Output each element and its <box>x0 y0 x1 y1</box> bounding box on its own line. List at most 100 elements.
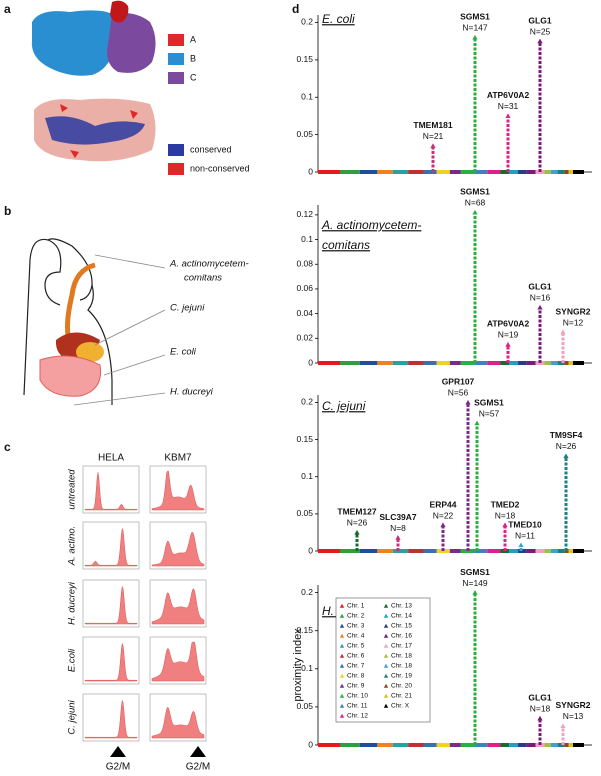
point <box>537 304 543 310</box>
legend-label: conserved <box>190 144 232 154</box>
chromosome-segment <box>518 170 527 174</box>
chromosome-segment <box>449 361 461 365</box>
y-tick-label: 0.05 <box>296 508 313 518</box>
gene-label: GLG1 <box>528 15 551 25</box>
legend-label: Chr. 18 <box>391 663 412 670</box>
chromosome-segment <box>568 743 574 747</box>
point <box>560 329 566 335</box>
chromosome-segment <box>568 549 574 553</box>
count-label: N=26 <box>347 518 368 528</box>
legend-label: Chr. 21 <box>391 693 412 700</box>
chromosome-segment <box>557 170 565 174</box>
count-label: N=57 <box>479 408 500 418</box>
histogram-frame <box>82 579 140 628</box>
chromosome-segment <box>557 361 565 365</box>
y-tick-label: 0.12 <box>296 209 313 219</box>
gene-label: TMEM127 <box>337 507 376 517</box>
legend-marker <box>383 653 389 658</box>
chromosome-segment <box>423 361 437 365</box>
legend-marker <box>339 673 345 678</box>
legend-marker <box>383 623 389 628</box>
chromosome-segment <box>551 549 558 553</box>
histogram <box>84 643 138 682</box>
point <box>472 209 478 215</box>
panel-letter: b <box>4 204 11 218</box>
y-tick-label: 0.2 <box>301 397 313 407</box>
y-tick-label: 0.08 <box>296 259 313 269</box>
chart-title: C. jejuni <box>322 399 366 413</box>
chromosome-segment <box>573 361 584 365</box>
chromosome-segment <box>551 361 558 365</box>
legend-marker <box>339 623 345 628</box>
legend-label: Chr. 20 <box>391 683 412 690</box>
chromosome-segment <box>377 549 393 553</box>
gene-label: SYNGR2 <box>556 306 591 316</box>
histogram <box>84 700 138 739</box>
row-label: untreated <box>67 469 78 510</box>
point <box>472 590 478 595</box>
count-label: N=18 <box>495 510 516 520</box>
legend-label: Chr. 6 <box>347 653 365 660</box>
legend-label: Chr. 19 <box>391 673 412 680</box>
y-tick-label: 0.1 <box>301 91 313 101</box>
point <box>430 143 436 148</box>
chromosome-segment <box>535 549 545 553</box>
legend-label: Chr. 7 <box>347 663 365 670</box>
chart-title: E. coli <box>322 12 355 26</box>
chromosome-segment <box>377 170 393 174</box>
chromosome-segment <box>544 361 552 365</box>
histogram <box>151 706 205 739</box>
chromosome-segment <box>526 549 536 553</box>
y-tick-label: 0.02 <box>296 333 313 343</box>
y-tick-label: 0 <box>308 739 313 749</box>
chromosome-segment <box>460 361 475 365</box>
chromosome-segment <box>500 743 510 747</box>
gene-label: ATP6V0A2 <box>487 319 530 329</box>
gene-label: TMED10 <box>508 519 542 529</box>
legend-label: Chr. 10 <box>347 693 368 700</box>
histogram <box>151 532 205 567</box>
count-label: N=56 <box>448 388 469 398</box>
point <box>505 341 511 347</box>
chromosome-segment <box>474 170 488 174</box>
count-label: N=26 <box>556 441 577 451</box>
marker-label: G2/M <box>106 762 130 773</box>
point <box>354 529 360 535</box>
legend-marker <box>383 633 389 638</box>
chromosome-segment <box>568 170 574 174</box>
column-header: KBM7 <box>164 453 192 464</box>
chromosome-segment <box>392 743 409 747</box>
legend-marker <box>383 643 389 648</box>
chromosome-segment <box>460 170 475 174</box>
gene-label: TM9SF4 <box>550 430 583 440</box>
y-tick-label: 0.05 <box>296 129 313 139</box>
chromosome-segment <box>436 170 450 174</box>
legend-marker <box>339 713 345 718</box>
gene-label: TMEM181 <box>413 120 452 130</box>
row-label: E.coli <box>67 648 78 672</box>
y-tick-label: 0.06 <box>296 283 313 293</box>
legend-label: Chr. 4 <box>347 633 365 640</box>
legend-label: Chr. 12 <box>347 713 368 720</box>
chromosome-segment <box>436 361 450 365</box>
point <box>560 723 566 729</box>
histogram <box>151 588 205 625</box>
legend-box <box>335 597 431 723</box>
chromosome-segment <box>408 743 424 747</box>
chromosome-segment <box>509 361 519 365</box>
y-tick-label: 0.2 <box>301 587 313 597</box>
chromosome-segment <box>318 743 340 747</box>
legend-label: Chr. 17 <box>391 643 412 650</box>
y-tick-label: 0.15 <box>296 625 313 635</box>
chromosome-segment <box>423 743 437 747</box>
legend-marker <box>339 663 345 668</box>
chromosome-segment <box>526 361 536 365</box>
count-label: N=18 <box>530 704 551 714</box>
legend-marker <box>339 613 345 618</box>
point <box>505 113 511 119</box>
legend-swatch <box>168 53 184 65</box>
legend-marker <box>339 683 345 688</box>
legend-swatch <box>168 72 184 84</box>
legend-label: Chr. X <box>391 703 410 710</box>
